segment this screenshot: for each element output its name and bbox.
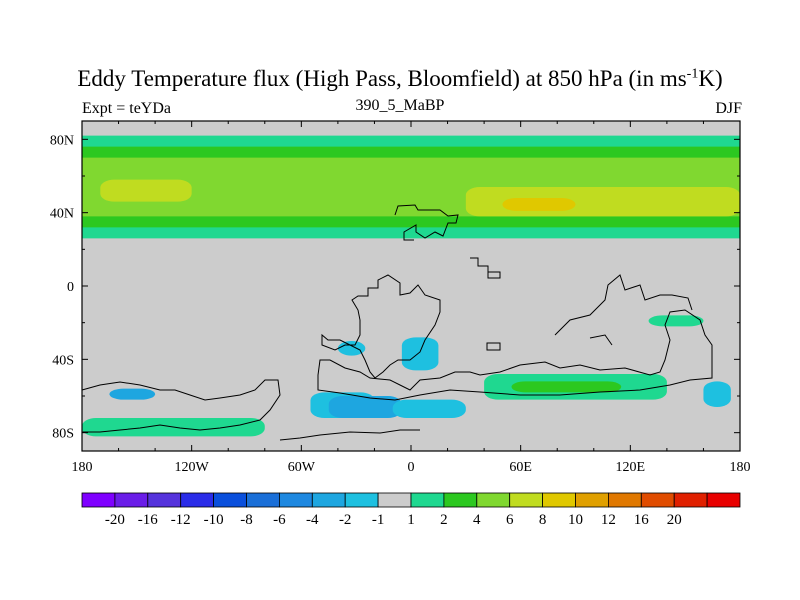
colorbar-label: 12 [601,512,616,528]
colorbar-swatch [608,492,642,508]
region-sh-blob-tasman [703,381,731,407]
run-label: 390_5_MaBP [355,97,445,114]
x-tick-label: 120W [175,460,210,475]
coastline-south-america [317,309,713,401]
colorbar-label: -8 [240,512,253,528]
colorbar-swatch [377,492,412,508]
colorbar-swatch [278,492,313,508]
colorbar-label: -1 [372,512,385,528]
colorbar-swatch [542,492,576,508]
colorbar-label: -12 [171,512,191,528]
coastline-pacific-islands [486,342,501,351]
coastline-africa [321,274,441,379]
colorbar-swatch [410,492,445,508]
y-tick-label: 40N [50,207,74,222]
colorbar-label: 8 [539,512,547,528]
colorbar-label: 4 [473,512,481,528]
x-tick-label: 0 [408,460,415,475]
colorbar-label: -16 [138,512,158,528]
chart-title-superscript: -1 [686,66,699,82]
region-sh-blob-australia [648,315,704,327]
colorbar-swatch [443,492,478,508]
colorbar-label: -20 [105,512,125,528]
y-tick-label: 80S [52,427,74,442]
x-tick-label: 60W [288,460,316,475]
colorbar-swatch [213,492,247,508]
y-tick-label: 0 [67,280,74,295]
chart-title: Eddy Temperature flux (High Pass, Bloomf… [0,66,800,92]
region-sh-blob-madagascar [401,337,439,371]
x-tick-label: 180 [72,460,93,475]
chart-title-end: K) [698,66,723,91]
coastline-europe-africa [394,204,459,241]
x-tick-label: 180 [730,460,751,475]
colorbar-swatch [706,492,741,508]
colorbar-label: 2 [440,512,448,528]
colorbar-swatch [246,492,280,508]
region-sh-band-indian-core [511,381,622,393]
y-tick-label: 40S [52,353,74,368]
season-label: DJF [715,100,742,117]
experiment-label: Expt = teYDa [82,100,171,117]
colorbar-swatch [180,492,214,508]
colorbar-label: 1 [407,512,415,528]
colorbar-label: -2 [339,512,352,528]
colorbar-swatch [81,492,116,508]
coastline-south-pole-east [279,429,420,441]
x-tick-label: 60E [509,460,532,475]
colorbar: -20 -16 -12 -10 -8 -6 -4 -2 -1 1 2 4 6 8 10 12 16 20 [81,492,741,528]
colorbar-swatch [147,492,182,508]
colorbar-swatch [575,492,609,508]
colorbar-label: -10 [204,512,224,528]
coastline-small-island [470,257,501,279]
colorbar-swatch [509,492,544,508]
region-sh-storm-atlantic [328,396,402,418]
colorbar-label: 16 [634,512,650,528]
x-axis: 180 120W 60W 0 60E 120E 180 [72,121,751,475]
colorbar-label: -6 [273,512,286,528]
colorbar-label: 20 [667,512,682,528]
colorbar-label: -4 [306,512,319,528]
contour-regions [82,135,740,437]
region-nh-peak-asia [502,198,576,211]
colorbar-swatch [476,492,511,508]
colorbar-swatch [311,492,346,508]
colorbar-label: 6 [506,512,514,528]
coastline-east-asia [554,274,693,336]
region-sh-storm-africa [392,399,466,418]
region-nh-core-atlantic [100,179,192,202]
coastlines [81,204,713,441]
colorbar-swatch [114,492,149,508]
x-tick-label: 120E [616,460,646,475]
colorbar-swatch [673,492,708,508]
coastline-australia-south [589,334,613,346]
colorbar-swatch [344,492,379,508]
colorbar-swatch [640,492,675,508]
y-tick-label: 80N [50,133,74,148]
coastline-south-pole-west [81,379,281,433]
chart-title-main: Eddy Temperature flux (High Pass, Bloomf… [77,66,687,91]
colorbar-label: 10 [568,512,583,528]
y-axis: 80N 40N 0 40S 80S [50,133,740,442]
region-sh-blob-pacific-south [109,388,156,400]
